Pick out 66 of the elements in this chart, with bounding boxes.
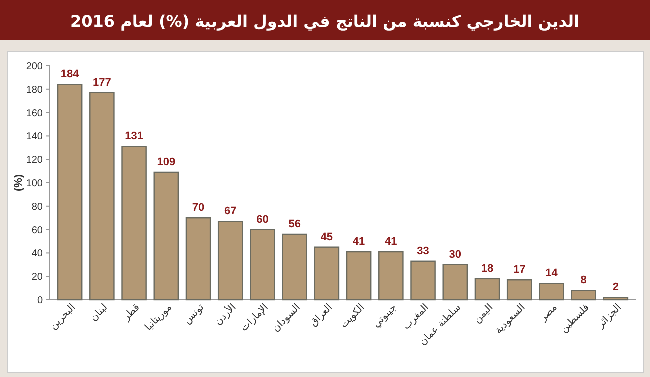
x-tick-label: الجزائر: [595, 302, 624, 332]
y-tick-label: 20: [32, 272, 44, 284]
data-label: 30: [449, 248, 462, 261]
y-tick-label: 0: [37, 296, 44, 306]
y-tick-label: 120: [26, 155, 44, 166]
y-tick-label: 160: [26, 108, 44, 120]
y-tick-label: 60: [32, 225, 44, 236]
bar: [410, 260, 436, 301]
x-tick-label: تونس: [182, 302, 207, 327]
data-label: 41: [352, 236, 366, 248]
bar: [186, 218, 212, 301]
y-tick-label: 140: [26, 132, 44, 143]
y-tick-label: 180: [26, 84, 44, 96]
x-tick-label: فلسطين: [558, 302, 592, 336]
data-label: 131: [125, 130, 144, 143]
y-tick-label: 80: [32, 202, 44, 213]
data-label: 18: [481, 262, 494, 275]
bar: [250, 229, 276, 301]
data-label: 70: [192, 202, 205, 214]
bar: [57, 84, 83, 301]
x-tick-label: العراق: [308, 302, 335, 329]
y-tick-label: 100: [26, 178, 44, 190]
data-label: 60: [256, 214, 269, 226]
x-tick-label: قطر: [120, 302, 142, 324]
bar: [282, 234, 308, 301]
y-tick-label: 40: [32, 248, 44, 260]
y-tick-label: 200: [26, 62, 44, 72]
bar: [122, 146, 147, 301]
bar: [154, 172, 180, 301]
data-label: 109: [157, 156, 176, 168]
bar: [603, 297, 629, 301]
data-label: 41: [385, 236, 398, 248]
y-axis-title: (%): [13, 174, 25, 192]
x-tick-label: المغرب: [401, 302, 432, 332]
x-tick-label: الكويت: [338, 302, 368, 331]
x-tick-label: مصر: [537, 302, 560, 325]
x-tick-label: موريتانيا: [143, 302, 174, 334]
bar: [90, 92, 115, 301]
x-tick-label: لبنان: [88, 302, 110, 324]
data-label: 177: [93, 76, 112, 89]
x-tick-label: السودان: [270, 302, 303, 334]
x-tick-label: اليمن: [472, 302, 496, 326]
data-label: 45: [320, 231, 334, 244]
data-label: 67: [224, 206, 237, 218]
data-label: 17: [513, 264, 526, 276]
data-label: 33: [417, 245, 430, 258]
bar: [474, 278, 500, 301]
data-label: 56: [288, 218, 301, 230]
bar: [442, 264, 468, 301]
data-label: 184: [60, 68, 80, 81]
bar: [378, 251, 404, 301]
bar: [218, 221, 244, 301]
x-tick-label: السعودية: [493, 302, 528, 336]
bar: [539, 283, 564, 301]
data-label: 8: [580, 274, 587, 287]
data-label: 14: [546, 268, 559, 280]
bar: [571, 290, 596, 301]
x-tick-label: جيبوتي: [371, 302, 400, 330]
x-tick-label: الإمارات: [239, 302, 271, 334]
x-tick-label: الأردن: [212, 300, 239, 328]
bar: [506, 280, 532, 301]
chart-title: الدين الخارجي كنسبة من الناتج في الدول العربية (%) لعام 2016: [70, 12, 580, 31]
bar: [346, 251, 372, 301]
data-label: 2: [612, 282, 619, 294]
x-tick-label: البحرين: [48, 302, 78, 332]
bar: [314, 246, 340, 301]
